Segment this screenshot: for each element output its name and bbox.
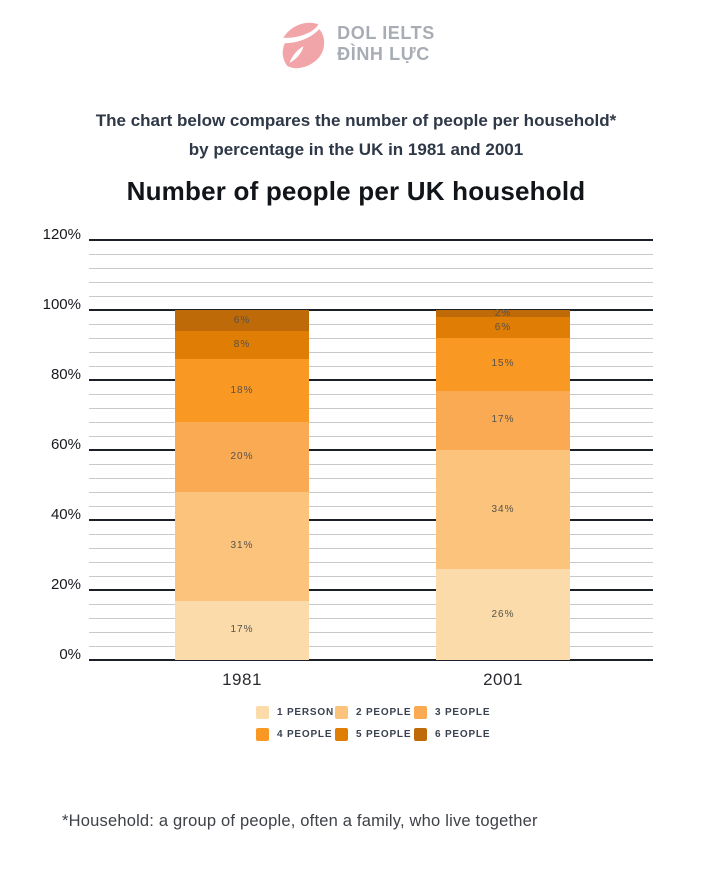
legend-grid: 1 PERSON 2 PEOPLE 3 PEOPLE 4 PEOPLE 5 PEOPLE… — [256, 706, 490, 741]
y-axis-tick: 120% — [42, 226, 81, 243]
y-axis-tick: 40% — [50, 506, 81, 523]
legend-item: 3 PEOPLE — [414, 706, 490, 719]
gridline-minor — [89, 464, 653, 465]
bar-segment: 15% — [436, 338, 570, 391]
gridline-minor — [89, 576, 653, 577]
legend-item: 2 PEOPLE — [335, 706, 414, 719]
legend-swatch-icon — [256, 728, 269, 741]
gridline-major — [89, 239, 653, 241]
y-axis-tick: 0% — [59, 646, 81, 663]
segment-value-label: 8% — [233, 339, 251, 350]
x-axis-category: 1981 — [222, 670, 262, 689]
segment-value-label: 20% — [230, 451, 254, 462]
logo-text: DOL IELTS ĐÌNH LỰC — [337, 23, 435, 65]
bar-segment: 6% — [436, 317, 570, 338]
legend-item: 4 PEOPLE — [256, 728, 335, 741]
gridline-major — [89, 659, 653, 661]
gridline-minor — [89, 422, 653, 423]
gridline-minor — [89, 646, 653, 647]
gridline-minor — [89, 366, 653, 367]
bar-segment: 6% — [175, 310, 309, 331]
segment-value-label: 2% — [494, 307, 512, 319]
gridline-major — [89, 309, 653, 311]
logo: DOL IELTS ĐÌNH LỰC — [0, 18, 712, 70]
gridline-minor — [89, 534, 653, 535]
footnote: *Household: a group of people, often a f… — [62, 812, 538, 830]
gridline-major — [89, 379, 653, 381]
segment-value-label: 18% — [230, 384, 254, 396]
bar-segment: 20% — [175, 422, 309, 492]
y-axis-tick: 60% — [50, 436, 81, 453]
legend-swatch-icon — [335, 706, 348, 719]
legend-item: 6 PEOPLE — [414, 728, 490, 741]
legend-swatch-icon — [256, 706, 269, 719]
gridline-minor — [89, 254, 653, 255]
segment-value-label: 31% — [230, 540, 254, 552]
legend-swatch-icon — [414, 728, 427, 741]
plot-area: 0% 20% 40% 60% 80% 100% 120% 17% 31% 20% 18% 8% 6% 19… — [43, 227, 653, 689]
bar-segment: 26% — [436, 569, 570, 660]
legend-label: 3 PEOPLE — [435, 707, 491, 718]
legend-item: 1 PERSON — [256, 706, 335, 719]
gridline-major — [89, 589, 653, 591]
y-axis-tick: 100% — [42, 296, 81, 313]
bar-segment: 2% — [436, 307, 570, 319]
gridline-minor — [89, 324, 653, 325]
gridline-minor — [89, 296, 653, 297]
legend-label: 2 PEOPLE — [356, 707, 412, 718]
prompt-line1: The chart below compares the number of p… — [95, 111, 617, 130]
segment-value-label: 26% — [491, 608, 515, 620]
gridline-minor — [89, 338, 653, 339]
dol-logo-icon — [282, 22, 325, 69]
bar-segment: 31% — [175, 492, 309, 601]
legend-swatch-icon — [335, 728, 348, 741]
logo-line1: DOL IELTS — [337, 23, 435, 43]
y-axis-tick: 80% — [50, 366, 81, 383]
gridline-major — [89, 449, 653, 451]
bar-segment: 17% — [175, 600, 309, 660]
gridline-minor — [89, 562, 653, 563]
gridline-minor — [89, 632, 653, 633]
segment-value-label: 17% — [491, 414, 515, 426]
chart-title: Number of people per UK household — [126, 176, 586, 206]
gridline-minor — [89, 436, 653, 437]
segment-value-label: 6% — [233, 314, 251, 326]
gridline-major — [89, 519, 653, 521]
segment-value-label: 6% — [494, 321, 512, 333]
gridline-minor — [89, 352, 653, 353]
gridline-minor — [89, 394, 653, 395]
prompt-line2: by percentage in the UK in 1981 and 2001 — [188, 140, 524, 159]
segment-value-label: 17% — [230, 624, 254, 636]
gridline-minor — [89, 618, 653, 619]
y-axis-tick: 20% — [50, 576, 81, 593]
legend-label: 6 PEOPLE — [435, 729, 491, 740]
gridline-minor — [89, 506, 653, 507]
legend: 1 PERSON 2 PEOPLE 3 PEOPLE 4 PEOPLE 5 PEOPLE… — [89, 706, 653, 741]
legend-label: 5 PEOPLE — [356, 729, 412, 740]
gridline-minor — [89, 548, 653, 549]
legend-label: 1 PERSON — [277, 707, 334, 718]
legend-label: 4 PEOPLE — [277, 729, 333, 740]
bar-segment: 34% — [436, 450, 570, 569]
gridline-minor — [89, 478, 653, 479]
gridline-minor — [89, 282, 653, 283]
legend-swatch-icon — [414, 706, 427, 719]
segment-value-label: 15% — [491, 358, 515, 370]
gridline-minor — [89, 492, 653, 493]
gridline-minor — [89, 604, 653, 605]
x-axis-category: 2001 — [483, 670, 523, 689]
legend-item: 5 PEOPLE — [335, 728, 414, 741]
bar-segment: 17% — [436, 390, 570, 450]
logo-line2: ĐÌNH LỰC — [337, 44, 430, 64]
gridline-minor — [89, 268, 653, 269]
bar-segment: 8% — [175, 331, 309, 359]
gridline-minor — [89, 408, 653, 409]
prompt-text: The chart below compares the number of p… — [0, 106, 712, 164]
bar-segment: 18% — [175, 359, 309, 422]
segment-value-label: 34% — [491, 503, 515, 515]
